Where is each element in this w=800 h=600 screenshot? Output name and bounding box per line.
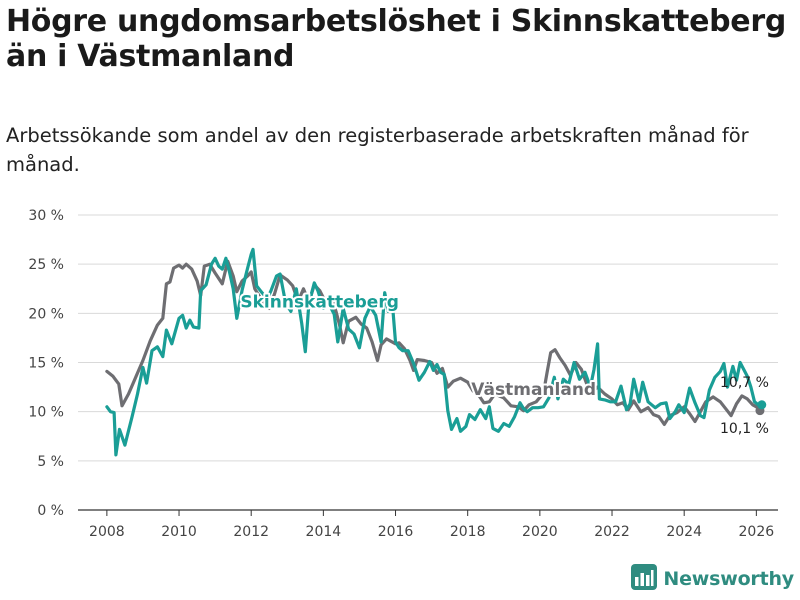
newsworthy-logo-icon: [631, 564, 658, 594]
end-label-skinnskatteberg: 10,7 %: [720, 375, 769, 391]
y-tick-label: 10 %: [28, 405, 64, 421]
x-tick-label: 2018: [450, 524, 486, 540]
x-tick-label: 2016: [378, 524, 414, 540]
series-label-vastmanland: Västmanland: [471, 380, 596, 400]
x-tick-label: 2008: [89, 524, 125, 540]
x-tick-label: 2010: [161, 524, 197, 540]
series-label-skinnskatteberg: Skinnskatteberg: [240, 292, 399, 312]
x-tick-label: 2022: [594, 524, 630, 540]
y-tick-label: 20 %: [28, 306, 64, 322]
brand-name: Newsworthy: [663, 568, 794, 590]
y-tick-label: 15 %: [28, 356, 64, 372]
x-tick-label: 2020: [522, 524, 558, 540]
y-tick-label: 30 %: [28, 208, 64, 224]
end-point-skinnskatteberg: [757, 400, 767, 410]
y-tick-label: 25 %: [28, 257, 64, 273]
newsworthy-brand[interactable]: Newsworthy: [631, 564, 794, 594]
x-tick-label: 2024: [666, 524, 702, 540]
y-tick-label: 5 %: [37, 454, 64, 470]
x-tick-label: 2026: [739, 524, 775, 540]
series-lines: [105, 247, 767, 457]
end-label-vastmanland: 10,1 %: [720, 421, 769, 437]
x-tick-label: 2014: [306, 524, 342, 540]
chart-subtitle: Arbetssökande som andel av den registerb…: [6, 124, 749, 176]
x-axis: 2008 2010 2012 2014 2016 2018 2020 2022 2024 2026: [89, 510, 774, 540]
x-tick-label: 2012: [233, 524, 269, 540]
y-tick-label: 0 %: [37, 503, 64, 519]
series-line-skinnskatteberg: [105, 247, 764, 457]
chart-title: Högre ungdomsarbetslöshet i Skinnskatteb…: [6, 4, 787, 74]
gridlines: 0 % 5 % 10 % 15 % 20 % 25 % 30 %: [28, 208, 778, 519]
series-labels: Västmanland Skinnskatteberg 10,7 % 10,1 %: [238, 290, 769, 437]
